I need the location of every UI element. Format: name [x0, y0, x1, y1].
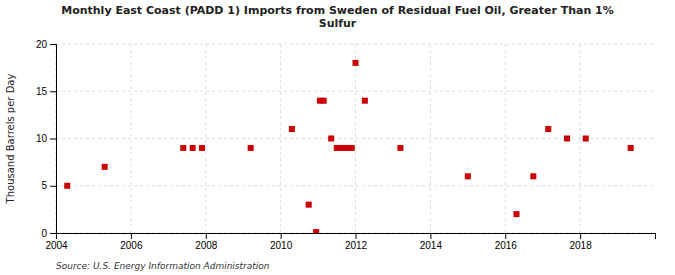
tick: 2004 — [45, 233, 68, 251]
grid-line-x — [130, 44, 131, 233]
y-axis: 0 5 10 15 20 — [36, 39, 57, 239]
tick-mark — [50, 44, 56, 45]
tick-mark — [50, 186, 56, 187]
grid-line-x — [580, 44, 581, 233]
tick: 2016 — [495, 233, 518, 251]
point — [545, 126, 551, 132]
tick-label: 2012 — [345, 240, 368, 251]
grid-line-y — [56, 185, 655, 186]
grid-line-x — [505, 44, 506, 233]
tick-label: 2010 — [270, 240, 293, 251]
point — [199, 145, 205, 151]
point — [306, 202, 312, 208]
tick-mark — [281, 233, 282, 239]
tick: 2008 — [195, 233, 218, 251]
axis-line — [57, 234, 656, 240]
tick-label: 5 — [41, 180, 47, 191]
tick-mark — [50, 139, 56, 140]
grid-line-x — [280, 44, 281, 233]
tick: 2010 — [270, 233, 293, 251]
tick-label: 2008 — [195, 240, 218, 251]
tick: 2018 — [570, 233, 593, 251]
axis-line — [50, 45, 57, 234]
tick: 5 — [41, 180, 56, 191]
tick-mark — [505, 233, 506, 239]
tick: 10 — [36, 133, 56, 144]
tick: 15 — [36, 86, 56, 97]
tick: 2006 — [120, 233, 143, 251]
tick-label: 2016 — [495, 240, 518, 251]
grid — [56, 44, 655, 233]
grid-line-y — [56, 91, 655, 92]
point — [353, 60, 359, 66]
point — [190, 145, 196, 151]
tick-label: 20 — [36, 39, 48, 50]
point — [64, 183, 70, 189]
point — [321, 98, 327, 104]
grid-line-x — [205, 44, 206, 233]
grid-line-x — [430, 44, 431, 233]
tick: 2014 — [420, 233, 443, 251]
point — [289, 126, 295, 132]
tick-mark — [356, 233, 357, 239]
tick-label: 2018 — [570, 240, 593, 251]
source-note: Source: U.S. Energy Information Administ… — [56, 261, 270, 271]
y-axis-label: Thousand Barrels per Day — [5, 74, 16, 205]
point — [313, 229, 319, 233]
tick-mark — [580, 233, 581, 239]
point — [362, 98, 368, 104]
tick-label: 2014 — [420, 240, 443, 251]
plot: 2004 2006 2008 2010 2012 2014 2016 2018 0 5 10 15 20 — [36, 39, 656, 251]
point — [102, 164, 108, 170]
point — [248, 145, 254, 151]
point — [583, 136, 589, 142]
tick-mark — [206, 233, 207, 239]
title: Monthly East Coast (PADD 1) Imports from… — [61, 4, 614, 30]
point — [180, 145, 186, 151]
tick-label: 2006 — [120, 240, 143, 251]
tick: 2012 — [345, 233, 368, 251]
tick: 0 — [41, 228, 56, 239]
tick-mark — [131, 233, 132, 239]
tick-mark — [50, 233, 56, 234]
point — [513, 211, 519, 217]
points — [64, 60, 633, 233]
point — [628, 145, 634, 151]
tick-label: 10 — [36, 133, 48, 144]
tick-label: 2004 — [45, 240, 68, 251]
point — [328, 136, 334, 142]
point — [349, 145, 355, 151]
point — [564, 136, 570, 142]
x-axis: 2004 2006 2008 2010 2012 2014 2016 2018 — [45, 233, 655, 251]
grid-line-x — [355, 44, 356, 233]
tick-label: 0 — [41, 228, 47, 239]
point — [397, 145, 403, 151]
tick-mark — [50, 91, 56, 92]
point — [465, 173, 471, 179]
title-line: Monthly East Coast (PADD 1) Imports from… — [61, 4, 614, 17]
tick: 20 — [36, 39, 56, 50]
tick-mark — [430, 233, 431, 239]
point — [530, 173, 536, 179]
tick-label: 15 — [36, 86, 48, 97]
title-line: Sulfur — [319, 17, 357, 30]
chart: Monthly East Coast (PADD 1) Imports from… — [0, 0, 675, 275]
